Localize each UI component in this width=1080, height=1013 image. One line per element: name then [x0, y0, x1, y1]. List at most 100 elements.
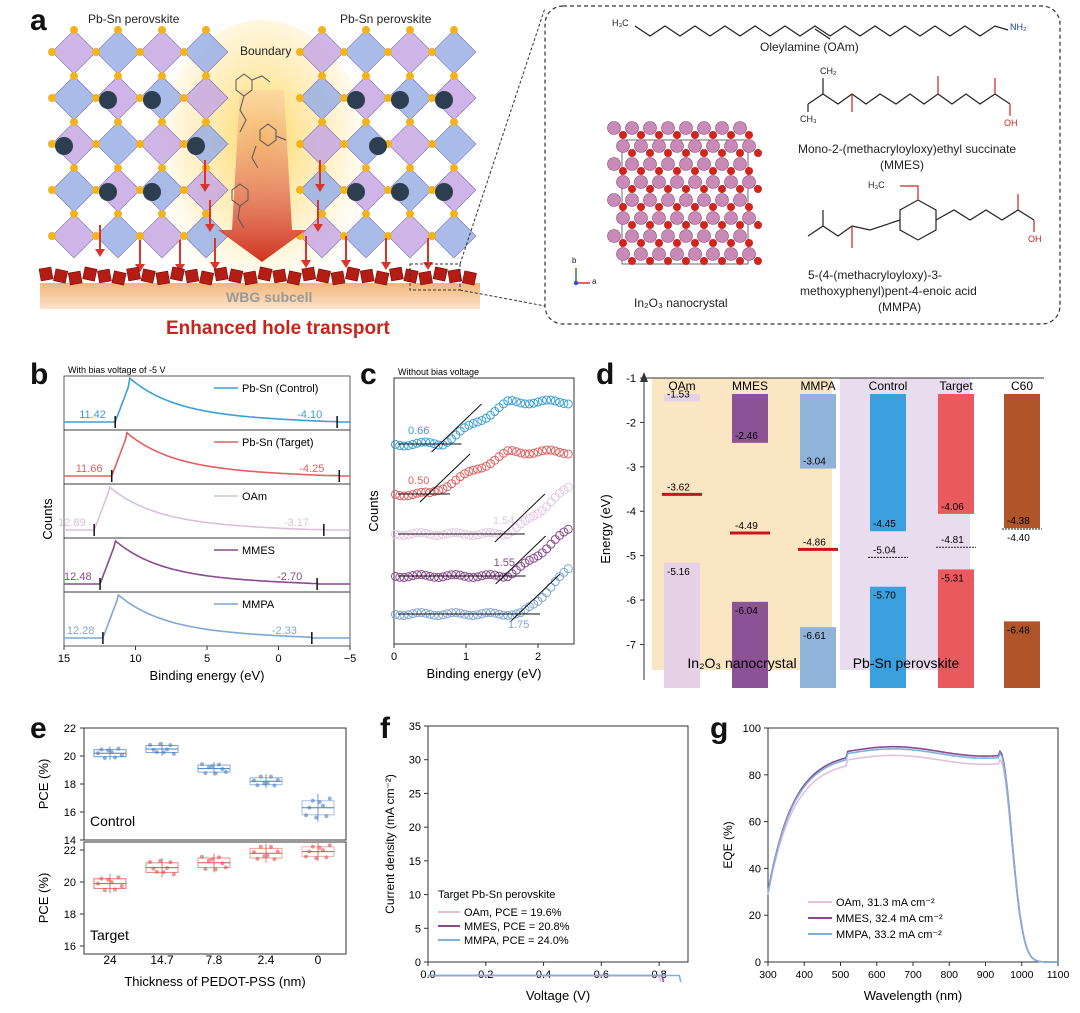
indium-atom — [697, 193, 711, 207]
nanocrystal-cube — [82, 266, 98, 282]
chart-e-point — [217, 855, 221, 860]
lattice-octahedron — [95, 121, 141, 167]
chart-g-curve — [767, 748, 1058, 963]
chem-ch2: CH₂ — [820, 66, 837, 76]
chart-c-point — [563, 482, 573, 492]
transport-arrow-head — [313, 224, 323, 232]
lattice-halide — [340, 94, 348, 102]
oxygen-atom — [745, 167, 753, 175]
chart-e-point — [324, 855, 329, 860]
chart-e-point — [307, 805, 312, 810]
lattice-octahedron — [139, 29, 185, 75]
chart-e-ylabel: PCE (%) — [36, 873, 51, 924]
oxygen-atom — [745, 131, 753, 139]
nanocrystal-cube — [374, 270, 390, 286]
chart-f-ytick-label: 25 — [409, 788, 421, 800]
transport-arrow-head — [95, 249, 105, 257]
chart-e-point — [314, 856, 319, 861]
chart-b-right-value: -4.25 — [299, 463, 324, 475]
oxygen-atom — [727, 167, 735, 175]
transport-arrow-head — [205, 224, 215, 232]
chart-b-xtick-label: −5 — [344, 653, 357, 665]
chart-d-cb-label: -2.46 — [735, 431, 758, 442]
chart-d-ylabel: Energy (eV) — [598, 494, 613, 563]
chart-c-point — [520, 449, 530, 459]
chart-c-point — [511, 397, 521, 407]
chart-e-point — [252, 850, 256, 855]
transport-arrow-head — [210, 262, 220, 270]
chart-c-point — [416, 608, 426, 618]
nanocrystal-cube — [67, 270, 83, 286]
indium-atom — [625, 193, 639, 207]
oxygen-atom — [745, 239, 753, 247]
chart-c-point — [464, 420, 474, 430]
chart-e-ytick-label: 22 — [64, 723, 76, 735]
oxygen-atom — [682, 221, 690, 229]
chart-c-point — [559, 485, 569, 495]
chart-c-point — [438, 484, 448, 494]
chart-e-point — [113, 755, 117, 760]
lattice-halide — [296, 140, 304, 148]
chart-b-right-value: -2.33 — [272, 625, 297, 637]
chart-d-ytick-label: -3 — [626, 462, 636, 474]
lattice-halide — [70, 26, 78, 34]
chart-b-note: With bias voltage of -5 V — [68, 365, 166, 375]
chart-c-point — [425, 488, 435, 498]
lattice-octahedron — [95, 29, 141, 75]
chart-c-point — [455, 570, 465, 580]
chart-c-point — [408, 490, 418, 500]
chart-c-onset-label: 1.54 — [493, 515, 514, 527]
lattice-halide — [406, 26, 414, 34]
nanocrystal-cube — [315, 268, 331, 284]
chart-g-legend-label: MMPA, 33.2 mA cm⁻² — [836, 929, 942, 941]
chart-c-point — [399, 610, 409, 620]
a-site-cation — [143, 91, 161, 109]
chart-c-point — [520, 399, 530, 409]
chart-e-point — [109, 750, 114, 755]
nanocrystal-cube — [97, 268, 112, 284]
oxygen-atom — [754, 185, 762, 193]
chart-g-ytick-label: 0 — [755, 957, 761, 969]
chart-e-point — [116, 746, 121, 751]
indium-atom — [724, 211, 738, 225]
chart-c-point — [395, 491, 405, 501]
chart-c-point — [546, 582, 556, 592]
chem-oh-mmpa: OH — [1028, 234, 1042, 244]
lattice-octahedron — [431, 121, 477, 167]
indium-atom — [724, 139, 738, 153]
indium-atom — [670, 211, 684, 225]
chart-e-xtick-label: 24 — [103, 953, 117, 967]
indium-atom — [616, 247, 630, 261]
in2o3-crystal — [607, 121, 762, 265]
lattice-halide — [384, 186, 392, 194]
chart-b-xtick-label: 5 — [204, 653, 210, 665]
chart-b-left-value: 12.48 — [64, 571, 92, 583]
chart-e-point — [96, 881, 100, 886]
chart-d-group-perovskite: Pb-Sn perovskite — [853, 655, 960, 671]
chart-e-xtick-label: 0 — [315, 953, 322, 967]
chart-e-point — [206, 765, 211, 770]
chart-c-point — [468, 610, 478, 620]
chart-e-point — [96, 751, 100, 756]
chart-e-point — [327, 843, 332, 848]
oxygen-atom — [691, 167, 699, 175]
chart-c-point — [460, 469, 470, 479]
indium-atom — [634, 211, 648, 225]
chart-f-ytick-label: 5 — [415, 923, 421, 935]
chart-c-point — [434, 440, 444, 450]
lattice-halide — [296, 48, 304, 56]
indium-atom — [697, 121, 711, 135]
chart-c-point — [563, 449, 573, 459]
chart-d-column-name: OAm — [668, 379, 695, 393]
lattice-halide — [180, 140, 188, 148]
chart-d-cb-bar — [800, 394, 836, 469]
chart-c-point — [529, 398, 539, 408]
nanocrystal-cube — [140, 268, 156, 284]
lattice-halide — [428, 232, 436, 240]
lattice-halide — [340, 140, 348, 148]
oxygen-atom — [655, 131, 663, 139]
a-site-cation — [99, 91, 117, 109]
chart-e-point — [158, 858, 163, 863]
chart-d-cb-label: -4.38 — [1007, 516, 1030, 527]
lattice-halide — [114, 26, 122, 34]
